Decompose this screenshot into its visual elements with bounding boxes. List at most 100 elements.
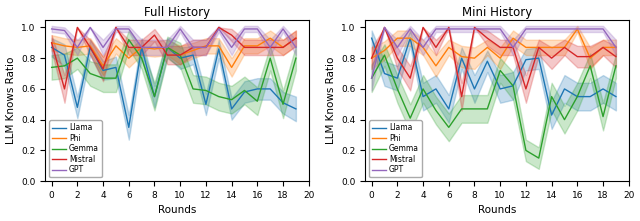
Phi xyxy=(215,45,223,47)
GPT xyxy=(266,46,274,49)
Gemma xyxy=(470,108,478,110)
Gemma xyxy=(599,115,607,118)
Y-axis label: LLM Knows Ratio: LLM Knows Ratio xyxy=(326,57,335,144)
Gemma xyxy=(483,108,491,110)
GPT xyxy=(548,28,556,30)
Llama xyxy=(535,57,543,59)
Gemma xyxy=(535,157,543,159)
Gemma xyxy=(612,65,620,67)
GPT xyxy=(125,28,132,30)
GPT xyxy=(253,28,261,30)
Llama xyxy=(138,46,145,49)
Phi xyxy=(406,37,414,40)
Phi xyxy=(189,49,197,52)
Phi xyxy=(561,46,568,49)
Mistral xyxy=(483,37,491,40)
Mistral xyxy=(61,88,68,90)
Gemma xyxy=(497,69,504,72)
Llama xyxy=(48,46,56,49)
Gemma xyxy=(522,149,530,152)
Phi xyxy=(150,48,158,50)
Gemma xyxy=(419,88,427,90)
Phi xyxy=(548,46,556,49)
Llama xyxy=(586,95,594,98)
Mistral xyxy=(292,37,300,40)
Phi xyxy=(535,46,543,49)
Mistral xyxy=(228,34,236,36)
Phi xyxy=(112,45,120,47)
Gemma xyxy=(150,95,158,98)
Mistral xyxy=(241,46,248,49)
Gemma xyxy=(74,57,81,59)
Phi xyxy=(48,42,56,44)
Phi xyxy=(394,37,401,40)
Llama xyxy=(470,88,478,90)
Mistral xyxy=(419,26,427,29)
Llama xyxy=(202,103,210,106)
GPT xyxy=(497,28,504,30)
Phi xyxy=(99,65,107,67)
Phi xyxy=(458,55,465,58)
X-axis label: Rounds: Rounds xyxy=(158,206,196,215)
Llama xyxy=(241,91,248,93)
Gemma xyxy=(189,88,197,90)
Llama xyxy=(74,106,81,109)
Mistral xyxy=(74,26,81,29)
GPT xyxy=(99,46,107,49)
Legend: Llama, Phi, Gemma, Mistral, GPT: Llama, Phi, Gemma, Mistral, GPT xyxy=(49,120,102,177)
GPT xyxy=(112,28,120,30)
GPT xyxy=(483,28,491,30)
Phi xyxy=(586,57,594,59)
Gemma xyxy=(86,72,94,75)
Mistral xyxy=(470,26,478,29)
Gemma xyxy=(48,66,56,69)
Gemma xyxy=(573,95,581,98)
Llama xyxy=(150,95,158,98)
Phi xyxy=(368,57,376,59)
Legend: Llama, Phi, Gemma, Mistral, GPT: Llama, Phi, Gemma, Mistral, GPT xyxy=(369,120,422,177)
Mistral xyxy=(406,77,414,80)
Mistral xyxy=(215,26,223,29)
Mistral xyxy=(266,46,274,49)
Mistral xyxy=(561,46,568,49)
GPT xyxy=(573,28,581,30)
Phi xyxy=(61,45,68,47)
Phi xyxy=(177,54,184,56)
Phi xyxy=(381,49,388,52)
X-axis label: Rounds: Rounds xyxy=(478,206,516,215)
Phi xyxy=(266,37,274,40)
Phi xyxy=(202,45,210,47)
Llama xyxy=(522,58,530,61)
Phi xyxy=(445,46,452,49)
Mistral xyxy=(86,46,94,49)
GPT xyxy=(228,46,236,49)
Mistral xyxy=(586,55,594,58)
Llama xyxy=(381,72,388,75)
Phi xyxy=(163,46,171,49)
Mistral xyxy=(458,95,465,98)
Title: Mini History: Mini History xyxy=(462,6,532,19)
Mistral xyxy=(138,46,145,49)
GPT xyxy=(381,26,388,29)
Llama xyxy=(432,88,440,90)
Mistral xyxy=(612,55,620,58)
Gemma xyxy=(202,89,210,92)
Phi xyxy=(599,46,607,49)
Line: Gemma: Gemma xyxy=(52,40,296,104)
Gemma xyxy=(445,126,452,129)
Llama xyxy=(99,69,107,72)
Y-axis label: LLM Knows Ratio: LLM Knows Ratio xyxy=(6,57,15,144)
Phi xyxy=(573,28,581,30)
GPT xyxy=(163,46,171,49)
Mistral xyxy=(599,46,607,49)
Mistral xyxy=(125,46,132,49)
Phi xyxy=(612,46,620,49)
Phi xyxy=(292,37,300,40)
Mistral xyxy=(432,46,440,49)
Gemma xyxy=(368,77,376,80)
Phi xyxy=(86,45,94,47)
Llama xyxy=(497,88,504,90)
GPT xyxy=(561,28,568,30)
Llama xyxy=(509,84,517,87)
Llama xyxy=(394,77,401,80)
